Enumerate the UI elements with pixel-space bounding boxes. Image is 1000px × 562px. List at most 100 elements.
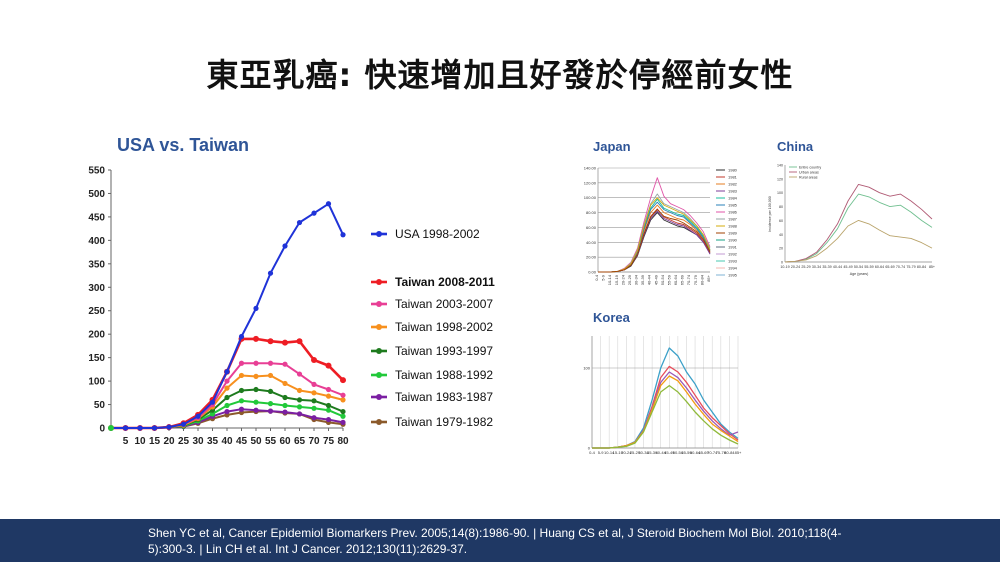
legend-label: 1984 xyxy=(728,196,738,201)
x-tick-label: 75-79 xyxy=(693,274,698,285)
legend-label: 1981 xyxy=(728,175,738,180)
legend-label: Taiwan 2003-2007 xyxy=(395,297,493,311)
x-tick-label: 60-64 xyxy=(690,450,701,455)
x-axis-title: Age (years) xyxy=(850,272,869,276)
data-point-taiwan-1988-1992 xyxy=(253,399,259,405)
y-tick-label: 100 xyxy=(88,377,105,388)
data-point-usa-1998-2002 xyxy=(209,399,216,405)
data-point-taiwan-2003-2007 xyxy=(253,360,259,366)
x-tick-label: 70-74 xyxy=(707,450,718,455)
x-tick-label: 25-29 xyxy=(630,450,641,455)
data-point-usa-1998-2002 xyxy=(311,210,317,216)
x-tick-label: 40-44 xyxy=(833,265,842,269)
y-tick-label: 120 xyxy=(777,177,783,181)
y-tick-label: 80.00 xyxy=(586,210,597,215)
x-tick-label: 10-19 xyxy=(780,265,789,269)
data-point-taiwan-2008-2011 xyxy=(325,362,332,369)
data-point-taiwan-1993-1997 xyxy=(311,398,317,404)
x-tick-label: 65-69 xyxy=(680,274,685,285)
x-tick-label: 60-64 xyxy=(875,265,884,269)
footer-bar: Shen YC et al, Cancer Epidemiol Biomarke… xyxy=(0,519,1000,562)
x-tick-label: 50-54 xyxy=(854,265,863,269)
x-tick-label: 80-84 xyxy=(699,274,704,285)
y-tick-label: 140 xyxy=(777,164,783,168)
data-point-usa-1998-2002 xyxy=(238,333,245,340)
data-point-taiwan-1998-2002 xyxy=(238,372,245,379)
data-point-taiwan-1988-1992 xyxy=(325,407,332,413)
y-tick-label: 0 xyxy=(588,446,591,451)
x-tick-label: 55-59 xyxy=(667,274,672,285)
legend-swatch-marker xyxy=(376,324,382,330)
x-tick-label: 10-14 xyxy=(607,274,612,285)
legend-label: 1988 xyxy=(728,224,738,229)
data-point-taiwan-1998-2002 xyxy=(282,380,288,387)
legend-swatch-marker xyxy=(376,372,382,378)
data-point-usa-1998-2002 xyxy=(122,425,129,431)
legend-label: 1983 xyxy=(728,189,738,194)
series-line xyxy=(598,209,711,273)
data-point-taiwan-2008-2011 xyxy=(340,377,346,384)
y-tick-label: 60.00 xyxy=(586,225,597,230)
y-tick-label: 550 xyxy=(88,166,105,177)
x-tick-label: 0-4 xyxy=(594,274,599,281)
x-tick-label: 15-19 xyxy=(613,450,624,455)
x-tick-label: 70-74 xyxy=(686,274,691,285)
x-tick-label: 45 xyxy=(236,436,248,447)
x-tick-label: 50-54 xyxy=(673,450,684,455)
x-tick-label: 50 xyxy=(250,436,262,447)
data-point-taiwan-1988-1992 xyxy=(224,402,230,409)
legend-label: Rural areas xyxy=(799,175,818,179)
data-point-taiwan-2003-2007 xyxy=(282,361,288,367)
y-tick-label: 20.00 xyxy=(586,255,597,260)
y-tick-label: 500 xyxy=(88,189,105,200)
legend-label: Taiwan 1998-2002 xyxy=(395,320,493,334)
x-tick-label: 80-84 xyxy=(724,450,735,455)
y-tick-label: 300 xyxy=(88,283,105,294)
legend-label: 1987 xyxy=(728,217,738,222)
y-tick-label: 100.00 xyxy=(584,195,597,200)
x-tick-label: 40 xyxy=(221,436,233,447)
x-tick-label: 5-9 xyxy=(601,274,606,281)
data-point-taiwan-1998-2002 xyxy=(267,372,274,379)
data-point-taiwan-1988-1992 xyxy=(311,405,317,411)
legend-label: 1995 xyxy=(728,273,738,278)
x-tick-label: 80 xyxy=(337,436,349,447)
x-tick-label: 55-59 xyxy=(681,450,692,455)
y-tick-label: 350 xyxy=(88,259,105,270)
x-tick-label: 75-79 xyxy=(906,265,915,269)
y-tick-label: 40.00 xyxy=(586,240,597,245)
legend-label: 1986 xyxy=(728,210,738,215)
data-point-taiwan-1983-1987 xyxy=(238,406,245,412)
x-tick-label: 55-59 xyxy=(864,265,873,269)
legend-swatch-marker xyxy=(376,231,382,237)
x-tick-label: 75-79 xyxy=(716,450,727,455)
series-line xyxy=(592,371,739,449)
footer-citations: Shen YC et al, Cancer Epidemiol Biomarke… xyxy=(148,526,842,556)
legend-label: Entire country xyxy=(799,165,821,169)
data-point-taiwan-1993-1997 xyxy=(224,394,230,401)
x-tick-label: 80-84 xyxy=(917,265,926,269)
legend-label: 1991 xyxy=(728,245,738,250)
usa-vs-taiwan-chart: 0 50 100 150 200 250 300 350 400 450 500 550 5 10 15 20… xyxy=(88,166,349,448)
x-tick-label: 65-69 xyxy=(885,265,894,269)
data-point-taiwan-2003-2007 xyxy=(238,360,245,366)
data-point-taiwan-1983-1987 xyxy=(340,419,346,425)
legend-swatch-marker xyxy=(376,279,382,285)
data-point-taiwan-2008-2011 xyxy=(267,338,274,345)
data-point-taiwan-2008-2011 xyxy=(296,338,303,345)
x-tick-label: 5 xyxy=(123,436,129,447)
y-tick-label: 100 xyxy=(777,191,783,195)
x-tick-label: 70-74 xyxy=(896,265,905,269)
legend-label: 1993 xyxy=(728,259,738,264)
x-tick-label: 35-39 xyxy=(647,450,658,455)
legend-label: 1992 xyxy=(728,252,738,257)
data-point-taiwan-2003-2007 xyxy=(267,360,274,366)
legend-label: 1985 xyxy=(728,203,738,208)
y-tick-label: 450 xyxy=(88,212,105,223)
x-tick-label: 15-19 xyxy=(614,274,619,285)
data-point-usa-1998-2002 xyxy=(282,243,288,249)
y-tick-label: 0 xyxy=(99,424,105,435)
legend-label: 1982 xyxy=(728,182,738,187)
usa-vs-taiwan-legend: USA 1998-2002 Taiwan 2008-2011 Taiwan 2003… xyxy=(371,227,495,429)
data-point-taiwan-1993-1997 xyxy=(325,402,332,409)
